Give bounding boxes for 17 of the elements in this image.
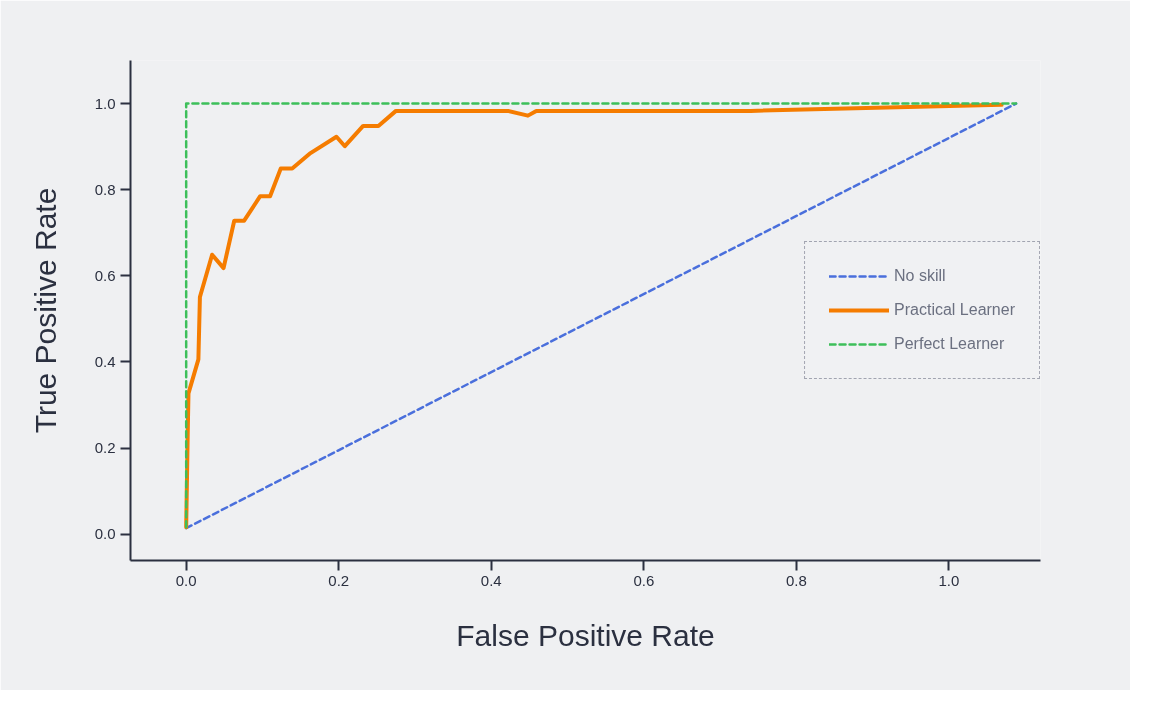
x-tick-label: 0.4 <box>480 571 502 589</box>
y-tick-label: 0.2 <box>94 439 116 457</box>
x-tick-label: 0.0 <box>175 571 197 589</box>
x-tick-label: 0.6 <box>633 571 655 589</box>
legend-label: Practical Learner <box>894 301 1015 319</box>
x-axis-title: False Positive Rate <box>456 618 715 652</box>
y-tick-label: 0.4 <box>94 352 116 370</box>
x-tick-label: 0.8 <box>785 571 807 589</box>
y-tick-label: 0.0 <box>94 525 116 543</box>
y-tick-label: 0.6 <box>94 266 116 284</box>
y-axis-title: True Positive Rate <box>28 187 62 434</box>
legend-label: No skill <box>894 267 946 285</box>
legend-label: Perfect Learner <box>894 335 1005 353</box>
y-tick-label: 0.8 <box>94 180 116 198</box>
x-tick-label: 0.2 <box>328 571 350 589</box>
y-tick-label: 1.0 <box>94 94 116 112</box>
x-tick-label: 1.0 <box>938 571 960 589</box>
